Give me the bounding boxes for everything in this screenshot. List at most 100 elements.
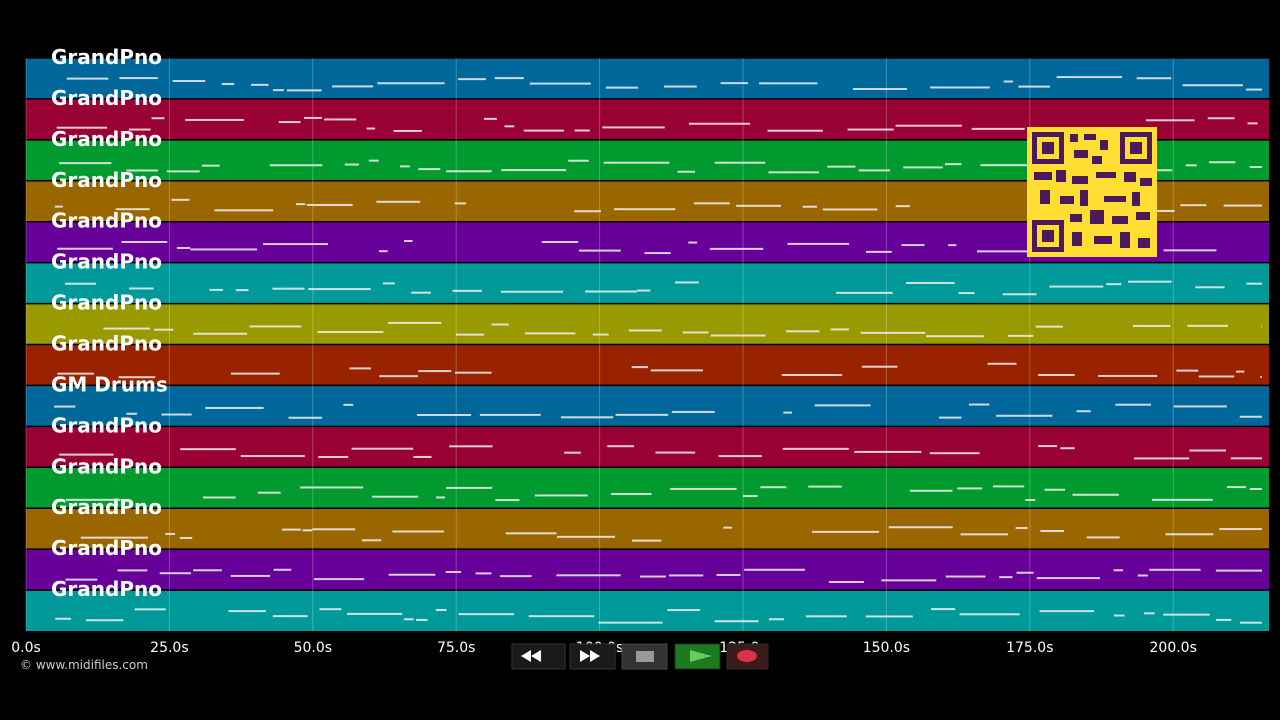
note xyxy=(1247,122,1258,125)
note xyxy=(190,248,258,251)
note xyxy=(1163,249,1217,252)
note xyxy=(56,126,108,129)
note xyxy=(1176,369,1199,372)
note xyxy=(272,89,284,92)
time-tick-label: 175.0s xyxy=(1006,640,1053,656)
note xyxy=(783,411,792,414)
note xyxy=(172,79,206,82)
note xyxy=(1163,613,1210,616)
track-name: GrandPno xyxy=(51,577,162,601)
note xyxy=(636,289,651,292)
note xyxy=(1182,84,1243,87)
note xyxy=(802,205,818,208)
note xyxy=(958,292,975,295)
note xyxy=(180,448,236,451)
note xyxy=(677,170,695,173)
note xyxy=(119,77,158,80)
note xyxy=(278,121,301,124)
note xyxy=(458,613,515,616)
track-name: GrandPno xyxy=(51,168,162,192)
note xyxy=(671,410,715,413)
note xyxy=(822,208,878,211)
note xyxy=(615,413,669,416)
note xyxy=(483,117,497,120)
note xyxy=(1144,612,1155,615)
note xyxy=(888,526,953,529)
note xyxy=(306,203,353,206)
note xyxy=(585,290,637,293)
note xyxy=(505,532,557,535)
note xyxy=(650,369,703,372)
note xyxy=(1151,498,1213,501)
note xyxy=(827,165,856,168)
note xyxy=(1036,577,1101,580)
note xyxy=(895,205,910,208)
note xyxy=(296,203,306,206)
note xyxy=(1226,486,1247,489)
time-tick-label: 75.0s xyxy=(437,640,475,656)
note xyxy=(455,333,485,336)
note xyxy=(134,608,166,611)
note xyxy=(786,330,820,333)
note xyxy=(458,78,486,81)
note xyxy=(669,487,737,490)
note xyxy=(688,122,751,125)
track-lane xyxy=(26,385,1269,427)
record-button[interactable] xyxy=(726,643,769,670)
note xyxy=(269,164,323,167)
note xyxy=(118,376,156,379)
note xyxy=(1106,283,1122,286)
note xyxy=(205,406,264,409)
note xyxy=(945,163,962,166)
note xyxy=(418,168,441,171)
stop-button[interactable] xyxy=(621,643,668,670)
note xyxy=(628,329,662,332)
track-lane xyxy=(26,262,1269,304)
rewind-button[interactable] xyxy=(511,643,566,670)
note xyxy=(716,573,741,576)
note xyxy=(209,288,224,291)
note xyxy=(1137,574,1148,577)
note xyxy=(300,486,364,489)
note xyxy=(1246,282,1262,285)
note xyxy=(349,367,371,370)
time-tick-label: 50.0s xyxy=(294,640,332,656)
note xyxy=(1208,161,1236,164)
note xyxy=(960,533,1008,536)
note xyxy=(171,198,190,201)
note xyxy=(1249,487,1262,490)
note xyxy=(605,86,638,89)
play-button[interactable] xyxy=(674,643,721,670)
note xyxy=(314,578,365,581)
note xyxy=(781,374,843,377)
note xyxy=(273,568,292,571)
note xyxy=(372,495,419,498)
note xyxy=(1113,569,1124,572)
note xyxy=(992,485,1025,488)
note xyxy=(852,88,907,91)
note xyxy=(929,452,980,455)
note xyxy=(1198,375,1235,378)
note xyxy=(249,325,302,328)
note xyxy=(446,170,492,173)
note xyxy=(193,569,222,572)
note xyxy=(288,416,323,419)
note xyxy=(388,321,442,324)
track-lane xyxy=(26,58,1269,99)
fast-forward-button[interactable] xyxy=(569,643,616,670)
note xyxy=(901,244,925,247)
note xyxy=(999,576,1013,579)
note xyxy=(720,82,749,85)
track-name: GrandPno xyxy=(51,536,162,560)
note xyxy=(445,486,493,489)
note xyxy=(971,127,1025,130)
note xyxy=(667,609,701,612)
note xyxy=(452,289,482,292)
note xyxy=(228,610,266,613)
note xyxy=(319,608,342,611)
note xyxy=(1035,325,1063,328)
note xyxy=(1132,324,1171,327)
note xyxy=(230,372,280,375)
note xyxy=(66,498,121,501)
